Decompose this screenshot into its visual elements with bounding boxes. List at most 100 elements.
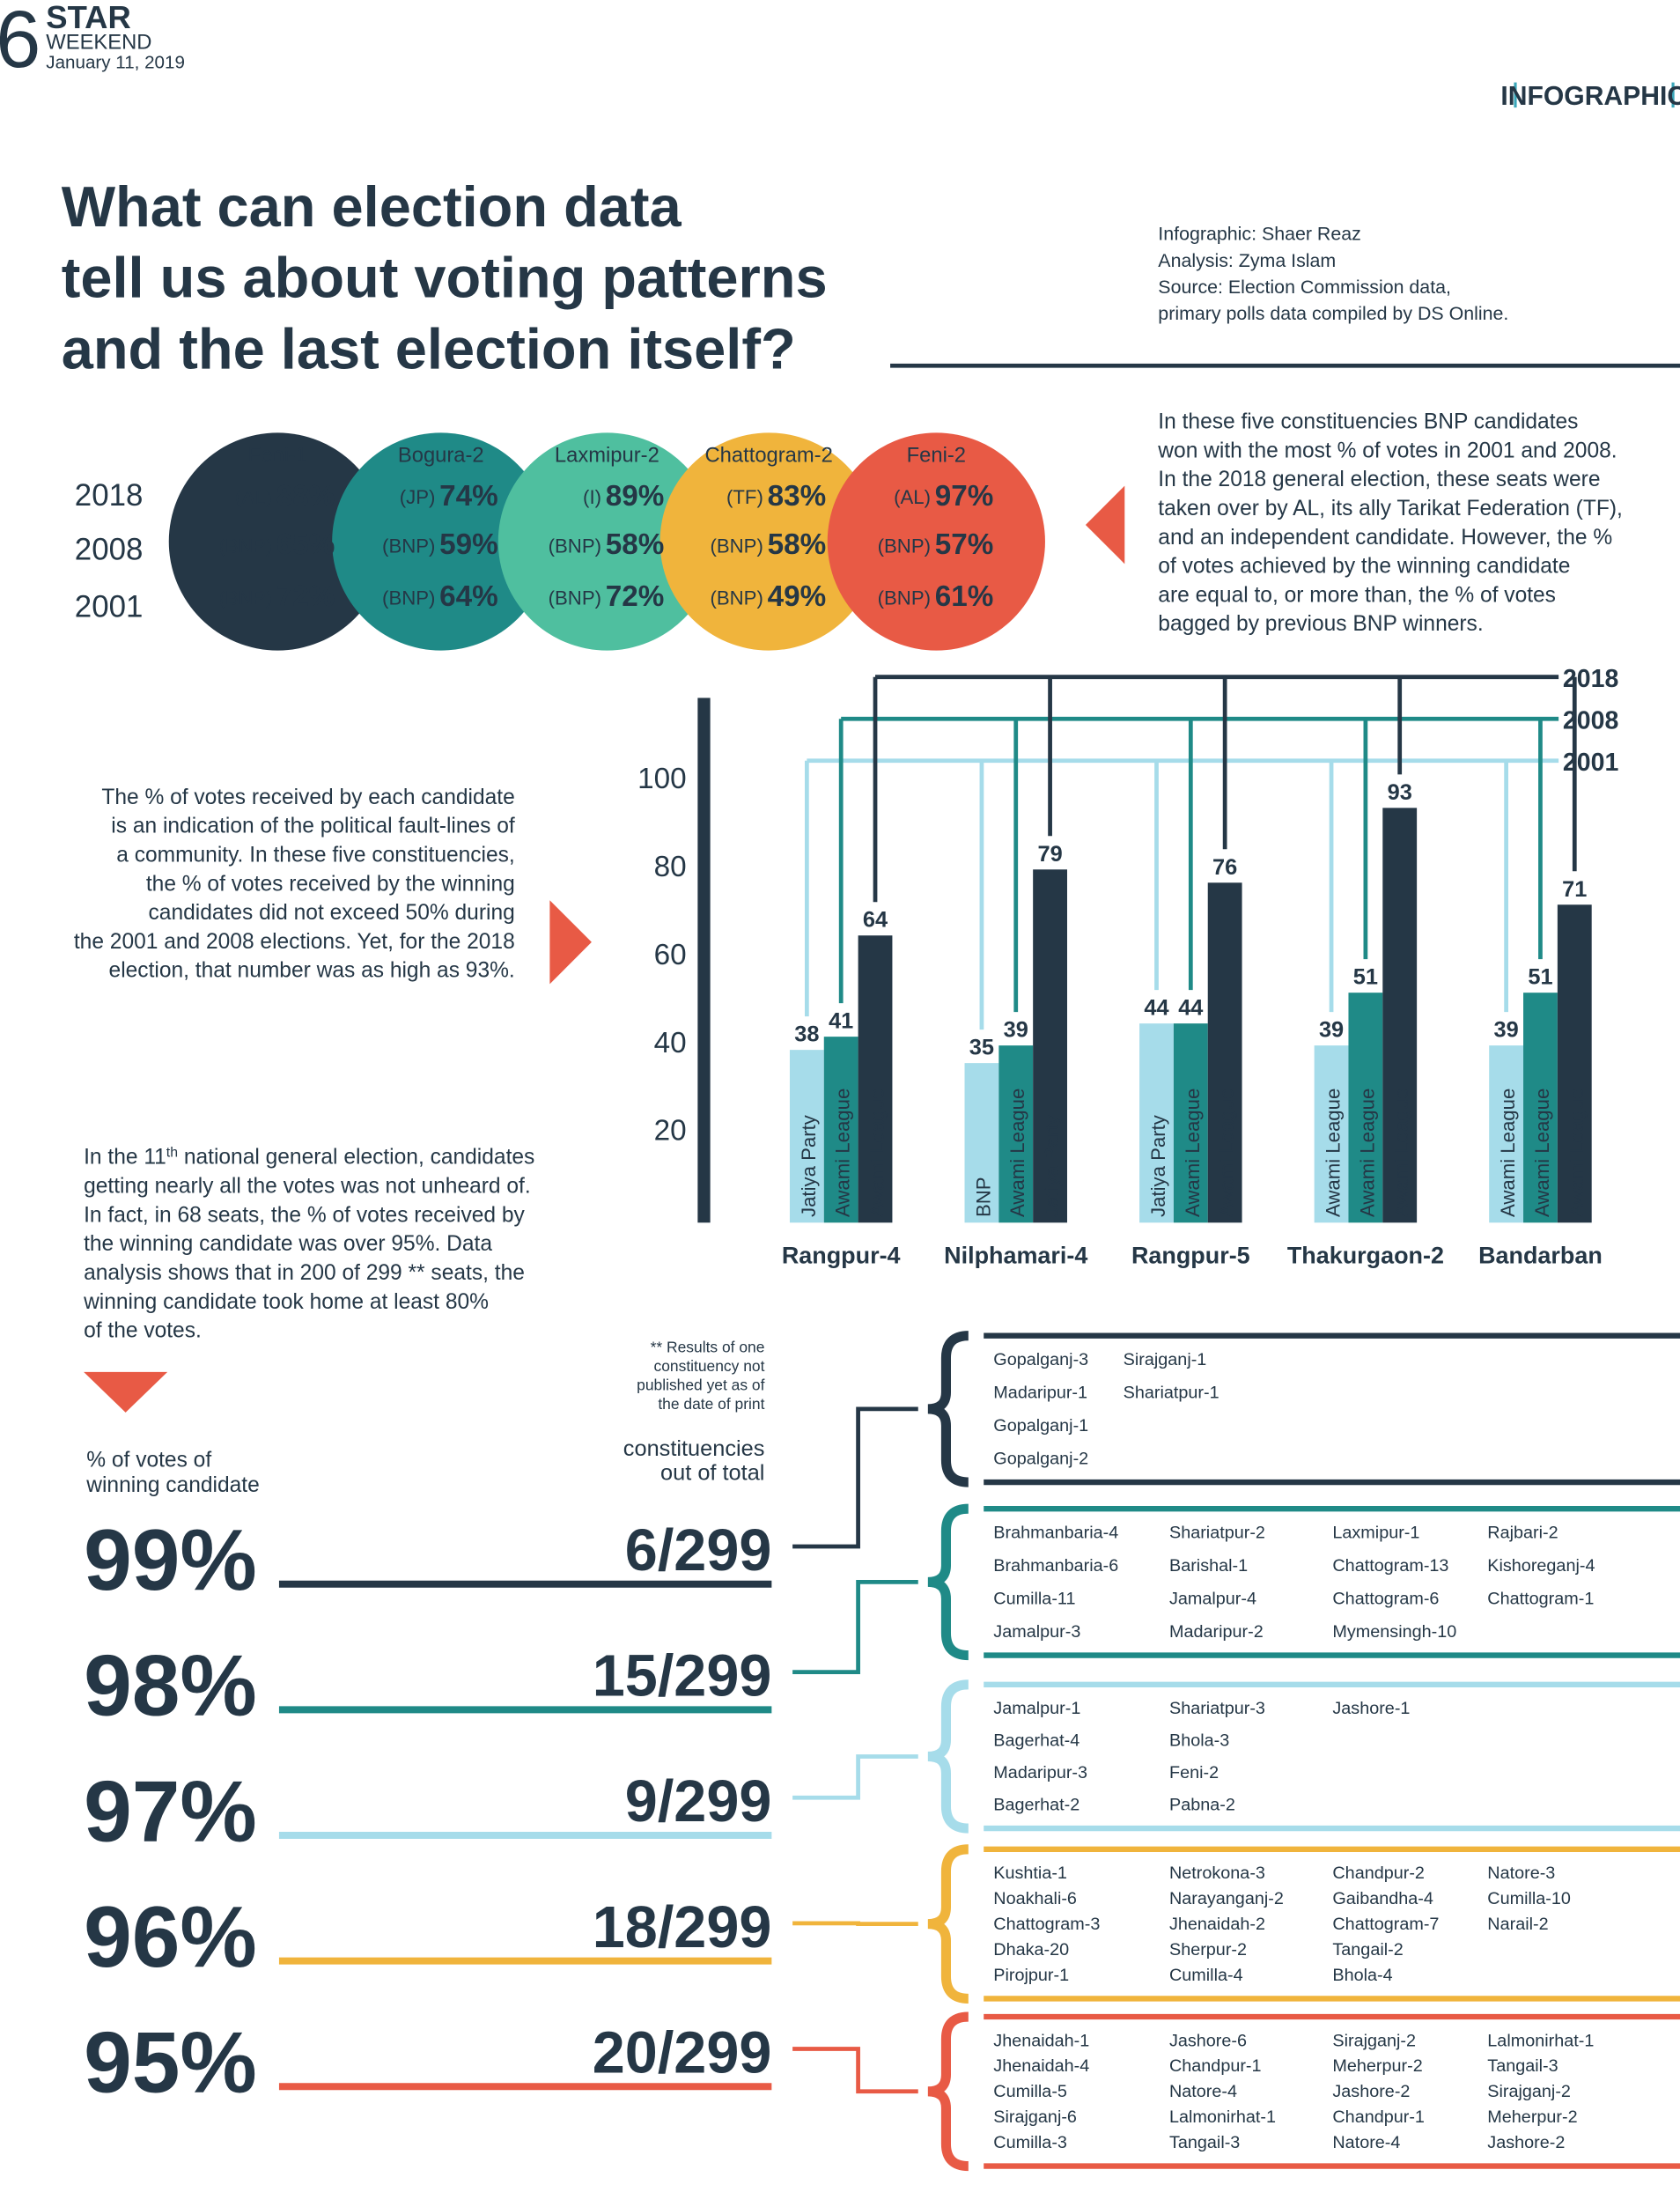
note-line: candidates did not exceed 50% during xyxy=(149,901,515,925)
constituency: Sirajganj-2 xyxy=(1332,2031,1416,2050)
credit: primary polls data compiled by DS Online… xyxy=(1158,303,1508,324)
constituency: Shariatpur-2 xyxy=(1169,1523,1265,1542)
constituency: Gopalganj-3 xyxy=(993,1350,1088,1369)
value-label: 35 xyxy=(969,1036,994,1060)
constituency-name: Feni-2 xyxy=(907,444,966,468)
connector xyxy=(792,2047,918,2094)
constituency: Cumilla-5 xyxy=(993,2082,1067,2101)
brace xyxy=(927,2011,969,2172)
brace xyxy=(927,1844,969,2004)
constituency: Madaripur-3 xyxy=(993,1763,1087,1782)
constituency-circle xyxy=(659,432,878,651)
x-tick-label: Rangpur-4 xyxy=(782,1242,901,1268)
constituency: Gopalganj-2 xyxy=(993,1449,1088,1468)
constituency-circle xyxy=(168,432,387,651)
credit: Source: Election Commission data, xyxy=(1158,277,1451,298)
constituency: Jashore-6 xyxy=(1169,2031,1247,2050)
note-line: getting nearly all the votes was not unh… xyxy=(84,1175,531,1199)
footnote: the date of print xyxy=(658,1395,764,1413)
constituency: Natore-4 xyxy=(1169,2082,1237,2101)
constituency: Bhola-4 xyxy=(1332,1966,1392,1985)
value-label: 93 xyxy=(1388,780,1412,805)
legend-label: 2001 xyxy=(1563,749,1619,777)
vote-share: 74% xyxy=(439,480,498,513)
pointer-left xyxy=(1085,485,1125,565)
vote-share: 49% xyxy=(768,580,827,613)
vote-share: 64% xyxy=(439,580,498,613)
bar-label: Awami League xyxy=(1390,1089,1412,1217)
constituency: Chattogram-3 xyxy=(993,1915,1100,1934)
vote-share: 65% xyxy=(276,528,335,561)
bar xyxy=(1139,1023,1174,1223)
year: 2008 xyxy=(75,533,144,567)
connector xyxy=(792,1580,918,1674)
party: (BNP) xyxy=(710,587,763,609)
y-tick-label: 60 xyxy=(654,939,687,971)
y-tick-label: 40 xyxy=(654,1027,687,1059)
constituency-circle xyxy=(332,432,550,651)
constituency: Pabna-2 xyxy=(1169,1795,1235,1814)
constituency: Gopalganj-1 xyxy=(993,1416,1088,1436)
party: (BNP) xyxy=(382,535,435,557)
constituency-name: Chattogram-2 xyxy=(705,444,833,468)
note-line: a community. In these five constituencie… xyxy=(116,844,515,867)
pointer-down xyxy=(84,1371,168,1413)
constituency: Netrokona-3 xyxy=(1169,1864,1265,1883)
constituency-name: Laxmipur-2 xyxy=(555,444,659,468)
party: (AL) xyxy=(235,486,272,508)
constituency-name: Bogura-2 xyxy=(398,444,484,468)
count: 6/299 xyxy=(625,1518,772,1583)
x-tick-label: Rangpur-5 xyxy=(1131,1242,1250,1268)
bar xyxy=(789,1050,824,1223)
party: (BNP) xyxy=(878,587,931,609)
value-label: 39 xyxy=(1494,1018,1519,1043)
bar-label: Awami League xyxy=(832,1089,854,1217)
value-label: 71 xyxy=(1562,877,1587,902)
constituency: Cumilla-3 xyxy=(993,2133,1067,2152)
constituency: Meherpur-2 xyxy=(1487,2107,1577,2127)
constituency: Noakhali-6 xyxy=(993,1889,1077,1908)
bar-label: Awami League xyxy=(1566,1089,1588,1217)
constituency: Jashore-2 xyxy=(1487,2133,1565,2152)
constituency: Bagerhat-2 xyxy=(993,1795,1079,1814)
bar xyxy=(998,1045,1034,1223)
bar-label: Awami League xyxy=(1497,1089,1519,1217)
brace xyxy=(927,1679,969,1834)
constituency: Jashore-1 xyxy=(1332,1699,1410,1718)
bar-label: Jatiya Party xyxy=(1147,1114,1169,1217)
summary-line: In the 2018 general election, these seat… xyxy=(1158,468,1600,491)
pointer-right xyxy=(549,900,592,985)
constituency: Jhenaidah-4 xyxy=(993,2056,1089,2076)
constituency: Narail-2 xyxy=(1487,1915,1548,1934)
constituency: Feni-2 xyxy=(1169,1763,1219,1782)
value-label: 64 xyxy=(863,908,888,933)
brand-sub: WEEKEND xyxy=(46,31,151,55)
superscript: th xyxy=(166,1145,178,1160)
bar xyxy=(1348,993,1383,1223)
footnote: published yet as of xyxy=(637,1376,764,1393)
bar-label: Awami League xyxy=(866,1089,888,1217)
bar xyxy=(858,935,893,1223)
note-line: In the 11th national general election, c… xyxy=(84,1145,534,1169)
x-tick-label: Bandarban xyxy=(1478,1242,1603,1268)
bar-label: Awami League xyxy=(1216,1089,1238,1217)
constituency: Shariatpur-1 xyxy=(1124,1383,1219,1402)
party: (BNP) xyxy=(549,587,601,609)
value-label: 39 xyxy=(1319,1018,1344,1043)
year: 2001 xyxy=(75,590,144,624)
section: INFOGRAPHIC xyxy=(1500,82,1680,111)
note-line: In fact, in 68 seats, the % of votes rec… xyxy=(84,1203,525,1227)
constituency: Gaibandha-4 xyxy=(1332,1889,1433,1908)
vote-share: 72% xyxy=(276,580,335,613)
note-line: is an indication of the political fault-… xyxy=(111,815,515,838)
vote-share: 58% xyxy=(606,528,665,561)
constituency: Cumilla-4 xyxy=(1169,1966,1243,1985)
value-label: 39 xyxy=(1004,1018,1028,1043)
constituency: Tangail-3 xyxy=(1487,2056,1558,2076)
constituency: Laxmipur-1 xyxy=(1332,1523,1419,1542)
footnote: constituency not xyxy=(654,1357,765,1375)
party: (I) xyxy=(583,486,601,508)
y-tick-label: 80 xyxy=(654,851,687,883)
y-tick-label: 20 xyxy=(654,1115,687,1148)
